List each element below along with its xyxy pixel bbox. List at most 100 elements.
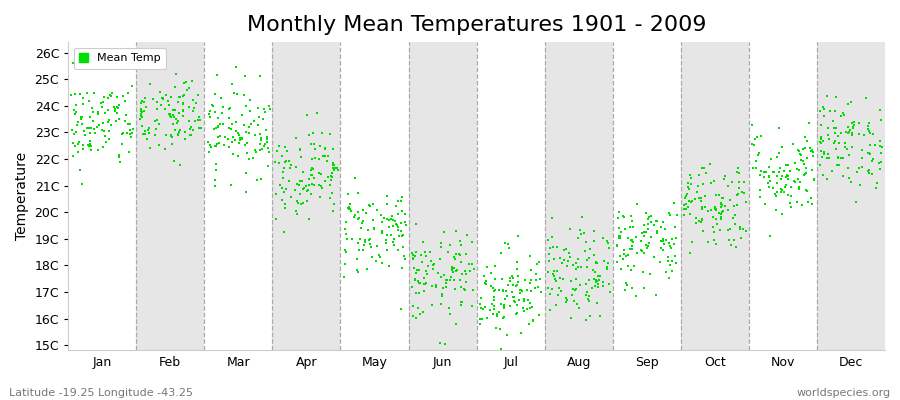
Point [571, 264, 585, 271]
Point [626, 236, 640, 243]
Point [668, 223, 682, 230]
Point [803, 145, 817, 152]
Point [447, 286, 462, 292]
Point [838, 144, 852, 151]
Point [563, 278, 578, 284]
Point [96, 128, 111, 134]
Point [510, 266, 525, 272]
Point [67, 131, 81, 138]
Point [688, 196, 702, 202]
Point [84, 147, 98, 153]
Point [165, 141, 179, 147]
Point [166, 106, 181, 113]
Point [161, 111, 176, 118]
Point [150, 99, 165, 106]
Point [523, 253, 537, 259]
Point [507, 298, 521, 304]
Point [654, 238, 669, 245]
Point [412, 280, 427, 286]
Point [275, 169, 290, 175]
Point [794, 152, 808, 158]
Point [277, 159, 292, 166]
Point [68, 129, 83, 135]
Point [322, 131, 337, 137]
Point [350, 216, 365, 223]
Point [706, 223, 720, 230]
Point [230, 91, 244, 97]
Point [465, 261, 480, 268]
Point [70, 122, 85, 128]
Point [342, 204, 356, 210]
Point [419, 253, 434, 259]
Point [712, 192, 726, 198]
Point [166, 158, 181, 164]
Point [187, 118, 202, 125]
Point [112, 152, 126, 159]
Point [406, 313, 420, 320]
Point [205, 103, 220, 110]
Point [708, 204, 723, 210]
Point [156, 64, 170, 70]
Point [103, 91, 117, 98]
Point [156, 96, 170, 102]
Point [176, 106, 190, 113]
Point [168, 84, 183, 90]
Point [124, 134, 139, 141]
Point [680, 184, 695, 190]
Point [546, 273, 561, 279]
Point [543, 307, 557, 314]
Point [523, 280, 537, 286]
Point [358, 210, 373, 216]
Point [656, 219, 670, 225]
Point [66, 153, 80, 160]
Point [845, 144, 859, 150]
Bar [136, 42, 204, 350]
Point [304, 181, 319, 187]
Point [137, 108, 151, 114]
Point [338, 218, 353, 225]
Point [248, 146, 263, 153]
Point [509, 259, 524, 266]
Point [618, 252, 633, 259]
Point [694, 198, 708, 204]
Point [792, 167, 806, 173]
Point [773, 186, 788, 192]
Point [730, 169, 744, 176]
Point [483, 283, 498, 290]
Point [488, 287, 502, 294]
Point [496, 315, 510, 322]
Bar [273, 42, 340, 350]
Point [846, 124, 860, 130]
Point [612, 235, 626, 241]
Point [138, 131, 152, 137]
Point [171, 99, 185, 106]
Point [494, 346, 508, 352]
Point [356, 246, 370, 253]
Point [418, 268, 433, 275]
Point [695, 165, 709, 171]
Point [545, 244, 560, 251]
Point [658, 226, 672, 233]
Point [135, 98, 149, 104]
Point [350, 190, 365, 196]
Point [531, 284, 545, 290]
Point [365, 254, 380, 260]
Point [706, 178, 721, 184]
Point [140, 127, 155, 133]
Point [613, 232, 627, 239]
Point [277, 204, 292, 211]
Point [650, 230, 664, 236]
Point [437, 272, 452, 278]
Point [589, 260, 603, 266]
Point [387, 242, 401, 248]
Point [302, 182, 317, 188]
Point [170, 131, 184, 137]
Point [728, 212, 742, 218]
Point [541, 285, 555, 291]
Point [449, 268, 464, 274]
Point [734, 188, 749, 195]
Point [683, 174, 698, 181]
Point [253, 147, 267, 154]
Point [736, 190, 751, 196]
Point [114, 131, 129, 137]
